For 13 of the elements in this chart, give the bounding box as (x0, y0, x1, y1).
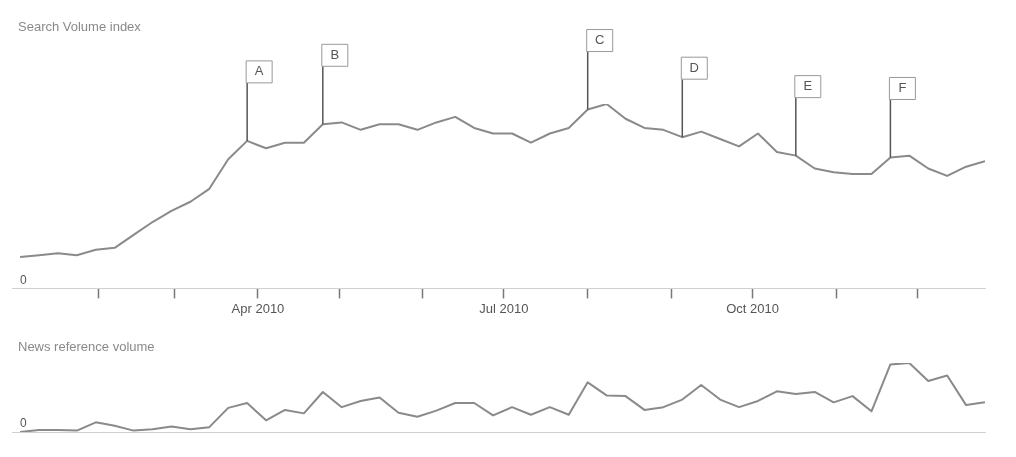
annotation: D (689, 59, 699, 75)
x-tick-label: Apr 2010 (231, 300, 285, 316)
x-tick-label: Jul 2010 (479, 300, 529, 316)
chart-title: Search Volume index (18, 18, 142, 34)
annotation: E (803, 78, 813, 94)
annotation: B (330, 46, 340, 62)
annotation: F (898, 80, 907, 96)
annotation: 0 (20, 416, 27, 431)
annotation: C (595, 32, 605, 48)
chart-title: News reference volume (18, 338, 155, 354)
annotation: A (254, 63, 264, 79)
x-tick-label: Oct 2010 (726, 300, 779, 316)
annotation: 0 (20, 272, 27, 287)
